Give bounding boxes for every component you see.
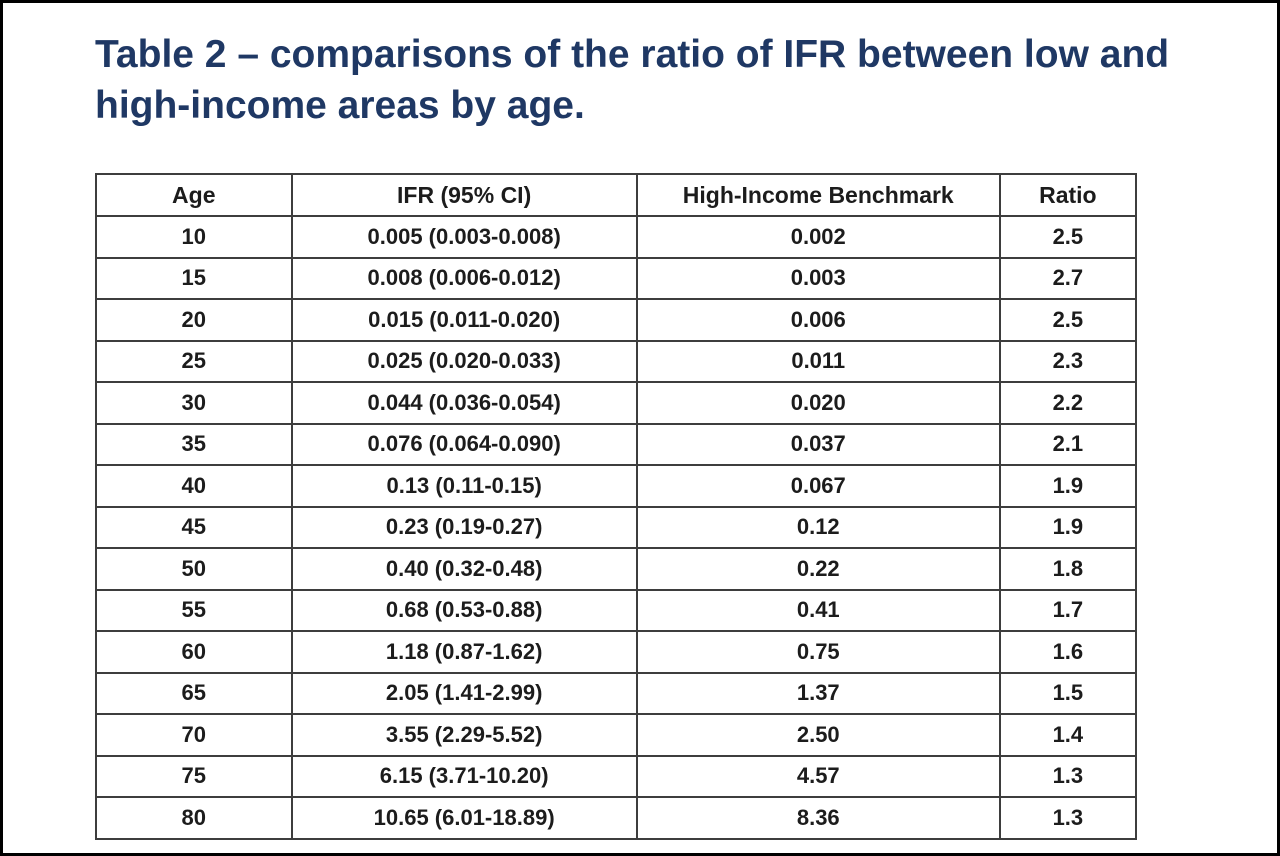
age-cell: 50 (95, 547, 293, 591)
ratio-cell: 1.5 (998, 671, 1138, 715)
column-header-ifr: IFR (95% CI) (290, 173, 638, 217)
age-cell: 25 (95, 339, 293, 383)
benchmark-cell: 0.067 (635, 464, 1001, 508)
ifr-cell: 0.044 (0.036-0.054) (290, 381, 638, 425)
benchmark-cell: 2.50 (635, 713, 1001, 757)
benchmark-cell: 0.006 (635, 298, 1001, 342)
table-row: 80 10.65 (6.01-18.89) 8.36 1.3 (95, 796, 1138, 840)
ifr-cell: 2.05 (1.41-2.99) (290, 671, 638, 715)
table-row: 50 0.40 (0.32-0.48) 0.22 1.8 (95, 547, 1138, 591)
table-row: 15 0.008 (0.006-0.012) 0.003 2.7 (95, 256, 1138, 300)
benchmark-cell: 0.75 (635, 630, 1001, 674)
benchmark-cell: 0.011 (635, 339, 1001, 383)
ifr-cell: 0.005 (0.003-0.008) (290, 215, 638, 259)
table-row: 20 0.015 (0.011-0.020) 0.006 2.5 (95, 298, 1138, 342)
table-caption: Table 2 – comparisons of the ratio of IF… (95, 29, 1169, 131)
ratio-cell: 2.2 (998, 381, 1138, 425)
table-row: 45 0.23 (0.19-0.27) 0.12 1.9 (95, 505, 1138, 549)
ratio-cell: 1.8 (998, 547, 1138, 591)
ifr-cell: 0.008 (0.006-0.012) (290, 256, 638, 300)
ifr-cell: 0.025 (0.020-0.033) (290, 339, 638, 383)
benchmark-cell: 0.41 (635, 588, 1001, 632)
column-header-age: Age (95, 173, 293, 217)
ratio-cell: 1.3 (998, 754, 1138, 798)
age-cell: 60 (95, 630, 293, 674)
table-container: Age IFR (95% CI) High-Income Benchmark R… (95, 173, 1138, 840)
age-cell: 40 (95, 464, 293, 508)
table-row: 40 0.13 (0.11-0.15) 0.067 1.9 (95, 464, 1138, 508)
ratio-cell: 2.5 (998, 215, 1138, 259)
table-row: 75 6.15 (3.71-10.20) 4.57 1.3 (95, 754, 1138, 798)
table-row: 30 0.044 (0.036-0.054) 0.020 2.2 (95, 381, 1138, 425)
benchmark-cell: 0.002 (635, 215, 1001, 259)
caption-line-2: high-income areas by age. (95, 84, 585, 127)
table-row: 70 3.55 (2.29-5.52) 2.50 1.4 (95, 713, 1138, 757)
ifr-cell: 0.13 (0.11-0.15) (290, 464, 638, 508)
ifr-cell: 1.18 (0.87-1.62) (290, 630, 638, 674)
age-cell: 30 (95, 381, 293, 425)
ifr-cell: 0.40 (0.32-0.48) (290, 547, 638, 591)
ratio-cell: 1.3 (998, 796, 1138, 840)
table-row: 60 1.18 (0.87-1.62) 0.75 1.6 (95, 630, 1138, 674)
ifr-cell: 3.55 (2.29-5.52) (290, 713, 638, 757)
benchmark-cell: 0.003 (635, 256, 1001, 300)
table-row: 10 0.005 (0.003-0.008) 0.002 2.5 (95, 215, 1138, 259)
ratio-cell: 2.7 (998, 256, 1138, 300)
ratio-cell: 1.7 (998, 588, 1138, 632)
table-row: 35 0.076 (0.064-0.090) 0.037 2.1 (95, 422, 1138, 466)
age-cell: 20 (95, 298, 293, 342)
ratio-cell: 1.4 (998, 713, 1138, 757)
age-cell: 65 (95, 671, 293, 715)
ratio-cell: 1.9 (998, 464, 1138, 508)
ifr-cell: 0.015 (0.011-0.020) (290, 298, 638, 342)
table-row: 65 2.05 (1.41-2.99) 1.37 1.5 (95, 671, 1138, 715)
ratio-cell: 1.9 (998, 505, 1138, 549)
age-cell: 45 (95, 505, 293, 549)
benchmark-cell: 0.037 (635, 422, 1001, 466)
table-row: 55 0.68 (0.53-0.88) 0.41 1.7 (95, 588, 1138, 632)
age-cell: 75 (95, 754, 293, 798)
ifr-cell: 0.076 (0.064-0.090) (290, 422, 638, 466)
header-row: Age IFR (95% CI) High-Income Benchmark R… (95, 173, 1138, 217)
ifr-cell: 6.15 (3.71-10.20) (290, 754, 638, 798)
benchmark-cell: 8.36 (635, 796, 1001, 840)
benchmark-cell: 1.37 (635, 671, 1001, 715)
age-cell: 15 (95, 256, 293, 300)
ratio-cell: 2.5 (998, 298, 1138, 342)
ifr-cell: 10.65 (6.01-18.89) (290, 796, 638, 840)
ifr-cell: 0.68 (0.53-0.88) (290, 588, 638, 632)
ifr-comparison-table: Age IFR (95% CI) High-Income Benchmark R… (95, 173, 1138, 840)
age-cell: 70 (95, 713, 293, 757)
age-cell: 35 (95, 422, 293, 466)
age-cell: 80 (95, 796, 293, 840)
benchmark-cell: 0.22 (635, 547, 1001, 591)
age-cell: 55 (95, 588, 293, 632)
age-cell: 10 (95, 215, 293, 259)
caption-line-1: Table 2 – comparisons of the ratio of IF… (95, 33, 1170, 76)
ratio-cell: 1.6 (998, 630, 1138, 674)
ratio-cell: 2.1 (998, 422, 1138, 466)
benchmark-cell: 0.020 (635, 381, 1001, 425)
ratio-cell: 2.3 (998, 339, 1138, 383)
benchmark-cell: 4.57 (635, 754, 1001, 798)
ifr-cell: 0.23 (0.19-0.27) (290, 505, 638, 549)
column-header-benchmark: High-Income Benchmark (635, 173, 1001, 217)
benchmark-cell: 0.12 (635, 505, 1001, 549)
column-header-ratio: Ratio (998, 173, 1138, 217)
table-row: 25 0.025 (0.020-0.033) 0.011 2.3 (95, 339, 1138, 383)
